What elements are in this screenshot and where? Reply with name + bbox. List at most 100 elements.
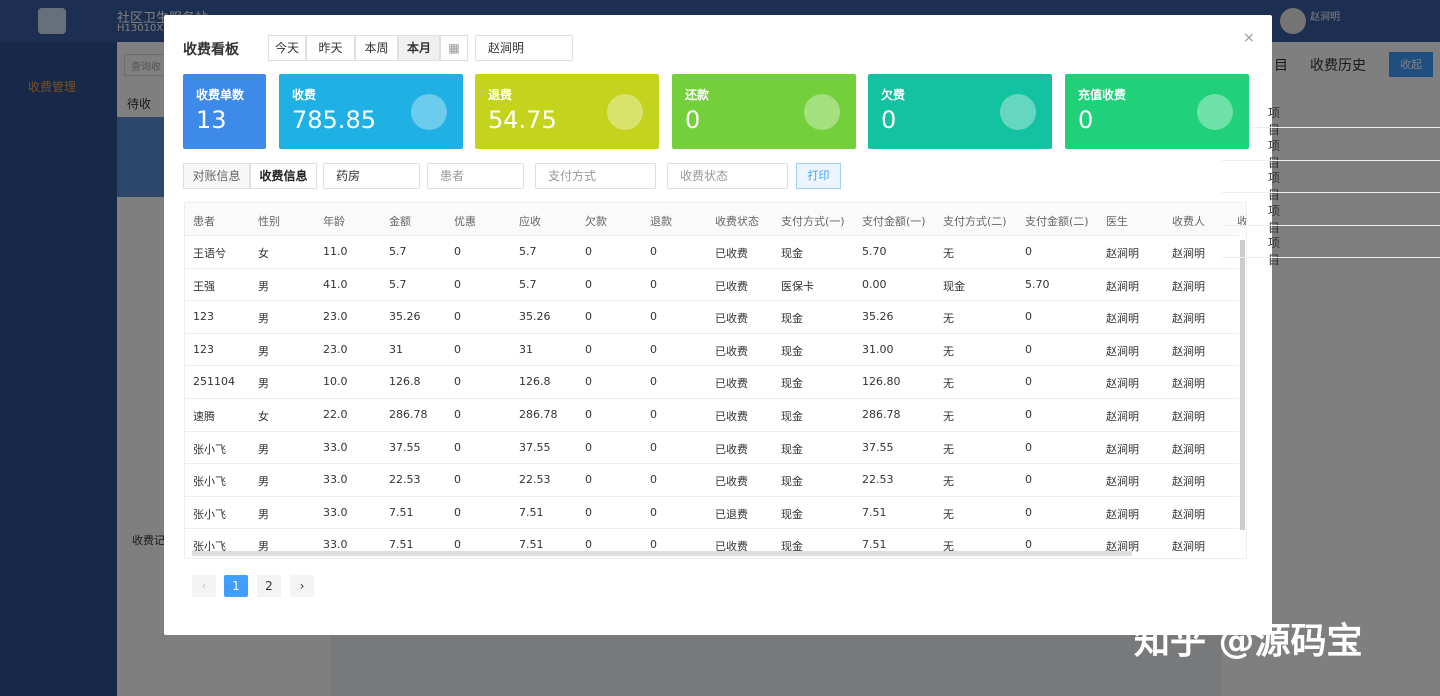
table-cell: 王语兮: [193, 247, 226, 260]
table-cell: 22.53: [862, 473, 894, 487]
right-list-item[interactable]: 项目: [1267, 138, 1280, 170]
payment-select[interactable]: 支付方式: [535, 163, 656, 189]
table-cell: 41.0: [323, 277, 348, 291]
column-header: 收: [1237, 215, 1247, 228]
table-cell: 5.7: [389, 277, 407, 291]
table-cell: 0: [1025, 375, 1032, 389]
table-cell: 赵涧明: [1106, 540, 1139, 554]
right-list-item[interactable]: 项目: [1267, 106, 1280, 137]
table-cell: 0: [650, 505, 657, 519]
table-cell: 男: [258, 377, 269, 391]
page-button[interactable]: 2: [257, 575, 281, 597]
table-cell: 张小飞: [193, 442, 226, 456]
table-cell: 赵涧明: [1106, 475, 1139, 489]
table-cell: 5.7: [519, 277, 537, 291]
filter-tab[interactable]: 收费信息: [250, 163, 317, 189]
table-cell: 无: [943, 475, 954, 489]
table-cell: 已收费: [715, 279, 748, 293]
table-cell: 赵涧明: [1172, 344, 1205, 358]
table-cell: 0: [585, 245, 592, 258]
table-cell: 王强: [193, 279, 215, 293]
status-select[interactable]: 收费状态: [667, 163, 788, 189]
table-cell: 35.26: [389, 310, 421, 324]
card-value: 54.75: [488, 106, 557, 134]
operator-select[interactable]: 赵涧明: [475, 35, 573, 61]
page-button[interactable]: 1: [224, 575, 248, 597]
card-icon: [1197, 94, 1233, 130]
table-cell: 无: [943, 377, 954, 391]
table-cell: 0.00: [862, 277, 887, 291]
row-divider: [185, 430, 1239, 432]
table-cell: 126.80: [862, 375, 901, 389]
column-header: 支付方式(一): [781, 215, 845, 228]
row-divider: [185, 528, 1239, 530]
card-label: 收费: [292, 88, 317, 102]
right-list-item[interactable]: 项目: [1267, 171, 1280, 203]
stat-card: 欠费 0: [868, 74, 1052, 149]
card-label: 收费单数: [196, 88, 245, 102]
table-cell: 35.26: [519, 310, 551, 324]
table-cell: 0: [454, 473, 461, 487]
table-cell: 33.0: [323, 538, 348, 552]
column-header: 支付金额(一): [862, 215, 926, 228]
date-button[interactable]: 本月: [398, 35, 440, 61]
card-icon: [411, 94, 447, 130]
table-cell: 赵涧明: [1172, 247, 1205, 260]
table-cell: 现金: [781, 507, 803, 521]
table-cell: 5.7: [519, 245, 537, 258]
table-cell: 0: [454, 375, 461, 389]
stat-card: 还款 0: [672, 74, 856, 149]
table-cell: 0: [585, 310, 592, 324]
table-cell: 0: [585, 408, 592, 421]
table-cell: 赵涧明: [1106, 442, 1139, 456]
table-cell: 22.0: [323, 408, 348, 421]
table-cell: 10.0: [323, 375, 348, 389]
table-cell: 0: [1025, 473, 1032, 487]
prev-page[interactable]: ‹: [192, 575, 216, 597]
close-button[interactable]: ×: [1243, 30, 1255, 46]
pharmacy-select[interactable]: 药房: [323, 163, 420, 189]
table-cell: 35.26: [862, 310, 894, 324]
table-cell: 5.70: [1025, 277, 1050, 291]
calendar-button[interactable]: ▦: [440, 35, 468, 61]
date-button[interactable]: 今天: [268, 35, 306, 61]
date-button[interactable]: 本周: [355, 35, 398, 61]
table-cell: 7.51: [389, 505, 414, 519]
table-cell: 0: [454, 538, 461, 552]
table-cell: 0: [1025, 310, 1032, 324]
card-value: 785.85: [292, 106, 376, 134]
filter-tab[interactable]: 对账信息: [183, 163, 250, 189]
column-header: 收费人: [1172, 215, 1205, 228]
table-cell: 0: [454, 408, 461, 421]
table-cell: 已收费: [715, 475, 748, 489]
table-cell: 已收费: [715, 377, 748, 391]
table-cell: 赵涧明: [1172, 507, 1205, 521]
table-cell: 赵涧明: [1172, 540, 1205, 554]
table-cell: 速腾: [193, 410, 215, 423]
column-header: 医生: [1106, 215, 1128, 228]
table-cell: 现金: [781, 312, 803, 326]
next-page[interactable]: ›: [290, 575, 314, 597]
table-cell: 0: [1025, 245, 1032, 258]
right-list-item[interactable]: 项目: [1267, 236, 1280, 268]
table-cell: 31.00: [862, 342, 894, 356]
print-button[interactable]: 打印: [796, 163, 841, 189]
patient-input[interactable]: 患者: [427, 163, 524, 189]
table-cell: 男: [258, 475, 269, 489]
scrollbar: [1240, 240, 1245, 530]
table-cell: 123: [193, 342, 214, 356]
table-cell: 赵涧明: [1106, 247, 1139, 260]
table-cell: 赵涧明: [1106, 377, 1139, 391]
date-button[interactable]: 昨天: [306, 35, 355, 61]
table-cell: 无: [943, 540, 954, 554]
table-cell: 已收费: [715, 410, 748, 423]
table-cell: 0: [1025, 538, 1032, 552]
table-cell: 0: [1025, 440, 1032, 454]
row-divider: [185, 235, 1239, 236]
table-cell: 无: [943, 507, 954, 521]
column-header: 金额: [389, 215, 411, 228]
column-header: 应收: [519, 215, 541, 228]
right-list-item[interactable]: 项目: [1267, 203, 1280, 235]
table-cell: 31: [519, 342, 533, 356]
